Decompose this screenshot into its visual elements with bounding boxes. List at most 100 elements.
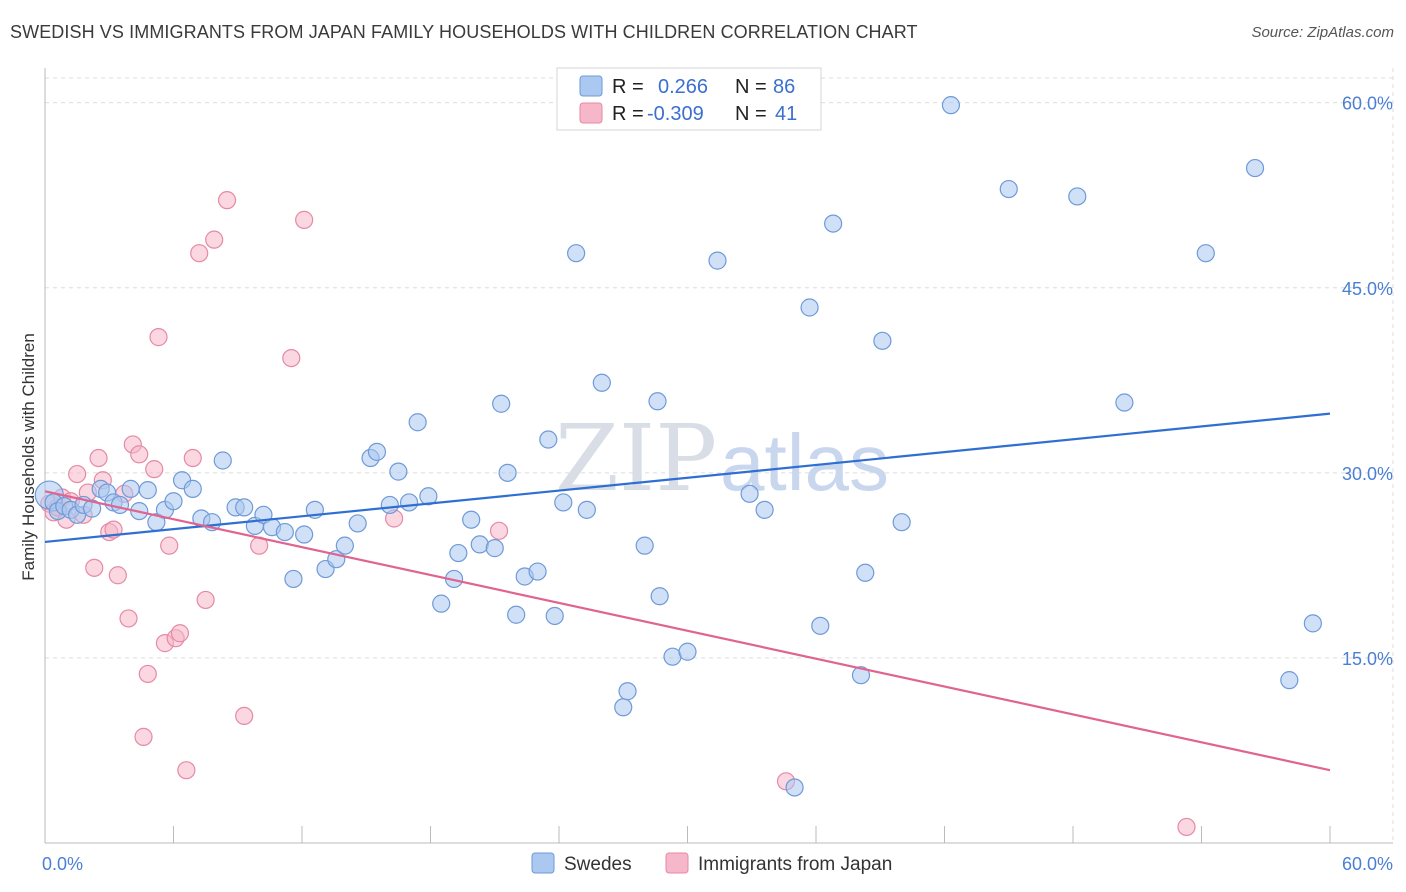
legend-swatch-japan [579, 102, 603, 124]
y-axis-title: Family Households with Children [19, 333, 38, 581]
swedes-point [470, 535, 489, 554]
swedes-point [567, 244, 586, 263]
japan-point [295, 210, 314, 229]
grid-lines [45, 68, 1394, 843]
swedes-point [941, 96, 961, 115]
japan-point [190, 244, 209, 263]
y-tick-label: 60.0% [1342, 94, 1393, 114]
japan-point [1177, 817, 1196, 837]
trend-lines [44, 412, 1331, 772]
swedes-point [284, 569, 303, 589]
swedes-point [1196, 244, 1215, 263]
watermark-zip: ZIP [555, 405, 717, 512]
japan-point [119, 609, 138, 628]
swedes-point [708, 251, 727, 270]
japan-point [170, 624, 190, 643]
swedes-point [650, 587, 669, 606]
japan-point [489, 521, 509, 540]
swedes-point [367, 442, 387, 461]
swedes-point [275, 522, 294, 542]
swedes-point [449, 543, 468, 563]
swedes-point [785, 778, 804, 797]
swedes-point [213, 451, 232, 470]
swedes-point [539, 430, 558, 449]
swedes-point [1245, 158, 1265, 178]
swedes-point [545, 606, 564, 626]
swedes-point [577, 500, 596, 519]
y-tick-label: 15.0% [1342, 649, 1393, 669]
swedes-point [432, 594, 451, 613]
japan-point [196, 590, 215, 610]
swedes-point [408, 413, 427, 432]
swedes-point [485, 539, 504, 558]
legend-n-label-swedes: N = [735, 76, 767, 98]
japan-point [160, 536, 179, 555]
japan-point [217, 191, 237, 210]
swedes-point [1280, 671, 1299, 690]
swedes-point [419, 487, 438, 506]
bottom-legend-swatch-japan [665, 852, 689, 874]
legend-n-value-swedes: 86 [773, 76, 795, 98]
swedes-point [183, 479, 202, 498]
swedes-point [892, 513, 911, 532]
axes [44, 68, 1393, 844]
swedes-point [592, 373, 611, 392]
correlation-legend: R = 0.266 N = 86 R = -0.309 N = 41 [556, 67, 822, 131]
y-tick-labels: 15.0% 30.0% 45.0% 60.0% [1342, 94, 1393, 669]
japan-point [130, 445, 149, 464]
bottom-legend-label-swedes: Swedes [564, 854, 632, 875]
swedes-point [635, 536, 654, 555]
swedes-point [492, 394, 511, 413]
y-tick-label: 30.0% [1342, 464, 1393, 484]
swedes-point [348, 514, 367, 533]
japan-point [108, 566, 127, 585]
swedes-point [507, 605, 526, 624]
swedes-point [295, 525, 314, 544]
swedes-point [1303, 614, 1322, 633]
legend-r-label-swedes: R = [612, 76, 644, 98]
swedes-point [678, 642, 697, 661]
swedes-point [380, 495, 399, 515]
swedes-point [873, 331, 892, 350]
swedes-point [554, 493, 573, 512]
swedes-point [755, 500, 774, 519]
swedes-point [648, 392, 667, 411]
swedes-point [138, 481, 157, 500]
japan-point [145, 460, 164, 479]
swedes-point [121, 479, 140, 498]
legend-n-value-japan: 41 [775, 103, 797, 125]
swedes-point [999, 179, 1018, 199]
legend-n-label-japan: N = [735, 103, 767, 125]
swedes-point [462, 510, 481, 529]
japan-point [177, 761, 196, 780]
swedes-point [1115, 393, 1134, 412]
swedes-point [824, 214, 843, 233]
japan-point [235, 706, 254, 726]
swedes-point [399, 493, 419, 512]
japan-trend-line [44, 490, 1331, 772]
swedes-point [389, 462, 408, 481]
japan-point [282, 348, 301, 368]
japan-point [205, 230, 224, 249]
source-credit: Source: ZipAtlas.com [1251, 24, 1394, 41]
swedes-point [740, 484, 759, 503]
x-tick-label-min: 0.0% [42, 854, 83, 874]
bottom-legend-swatch-swedes [531, 852, 555, 874]
legend-r-label-japan: R = [612, 103, 644, 125]
swedes-point [856, 563, 875, 582]
chart-title: SWEDISH VS IMMIGRANTS FROM JAPAN FAMILY … [10, 22, 918, 42]
japan-point [138, 664, 157, 684]
legend-swatch-swedes [579, 75, 603, 97]
swedes-point [528, 562, 547, 581]
japan-point [183, 448, 202, 468]
swedes-point [851, 666, 871, 685]
japan-point [68, 464, 87, 484]
swedes-point [335, 536, 354, 555]
japan-point [85, 558, 104, 577]
swedes-point [164, 492, 183, 511]
swedes-point [618, 682, 637, 701]
swedes-point [1068, 187, 1087, 206]
swedes-point [614, 698, 633, 717]
swedes-point [811, 616, 830, 635]
